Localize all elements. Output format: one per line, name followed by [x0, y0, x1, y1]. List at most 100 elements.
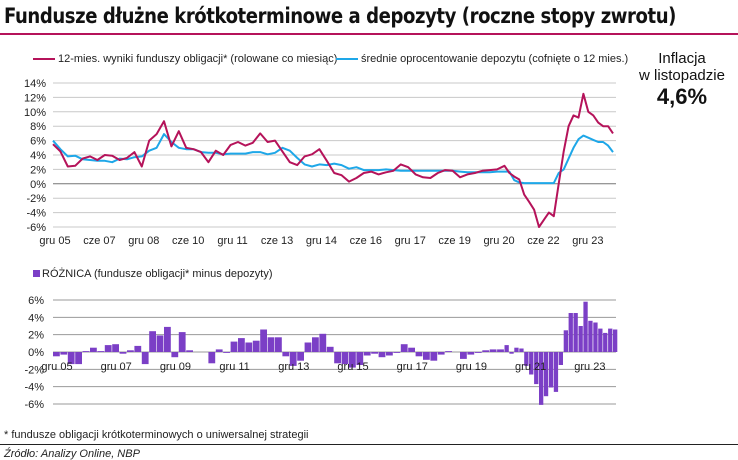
difference-bar	[53, 352, 60, 357]
legend-swatch-bonds	[33, 58, 55, 61]
difference-bar	[519, 348, 524, 352]
legend-item-deposits: średnie oprocentowanie depozytu (cofnięt…	[336, 53, 628, 65]
difference-bar	[238, 338, 245, 352]
footer-divider	[0, 444, 738, 445]
x-tick-label: cze 07	[83, 235, 115, 247]
difference-bar	[548, 352, 554, 388]
difference-bar	[349, 352, 356, 368]
x-tick-label: gru 14	[306, 235, 337, 247]
difference-bar	[252, 340, 260, 352]
legend-label-bonds: 12-mies. wyniki funduszy obligacji* (rol…	[58, 53, 338, 65]
y-tick-label: 0%	[30, 179, 46, 191]
legend-swatch-difference	[33, 270, 40, 277]
x-tick-label: cze 22	[527, 235, 559, 247]
footnote: * fundusze obligacji krótkoterminowych o…	[4, 429, 309, 441]
y-tick-label: 8%	[30, 121, 46, 133]
chart-title: Fundusze dłużne krótkoterminowe a depozy…	[4, 4, 676, 28]
difference-bar	[504, 345, 509, 352]
difference-bar	[260, 329, 267, 352]
difference-bar	[82, 351, 90, 352]
x-tick-label: gru 09	[160, 361, 191, 373]
y-tick-label: -2%	[26, 193, 46, 205]
line-chart: 14% 12% 10% 8% 6% 4% 2% 0% -2% -4% -6%gru 05 cze 07…	[24, 78, 616, 247]
difference-bar	[134, 345, 142, 352]
inflation-label-2: w listopadzie	[639, 67, 725, 84]
difference-bar	[215, 349, 223, 352]
legend-item-difference: RÓŻNICA (fundusze obligacji* minus depoz…	[33, 268, 272, 280]
difference-bar	[497, 349, 504, 352]
y-tick-label: 10%	[24, 107, 46, 119]
x-tick-label: gru 13	[278, 361, 309, 373]
difference-bar	[186, 350, 193, 352]
difference-bar	[543, 352, 549, 397]
y-tick-label: 2%	[28, 330, 44, 342]
difference-bar	[156, 335, 164, 352]
difference-bar	[275, 337, 282, 352]
difference-bar	[524, 352, 529, 366]
difference-bar	[393, 352, 401, 353]
difference-bar	[164, 326, 171, 352]
inflation-box: Inflacja w listopadzie 4,6%	[632, 50, 732, 109]
y-tick-label: -4%	[24, 382, 44, 394]
x-tick-label: gru 11	[219, 361, 249, 373]
difference-bar	[583, 301, 588, 352]
x-tick-label: gru 05	[39, 235, 70, 247]
difference-bar	[289, 352, 297, 366]
series-line-bonds	[52, 92, 614, 228]
x-tick-label: gru 07	[101, 361, 132, 373]
difference-bar	[363, 352, 371, 356]
difference-bar	[467, 352, 475, 355]
x-tick-label: gru 11	[217, 235, 247, 247]
difference-bar	[408, 347, 415, 352]
y-tick-label: 6%	[28, 295, 44, 307]
difference-bar	[319, 333, 327, 352]
difference-bar	[534, 352, 539, 385]
difference-bar	[474, 352, 482, 353]
difference-bar	[482, 350, 490, 352]
inflation-value: 4,6%	[656, 84, 708, 109]
y-tick-label: 14%	[24, 78, 46, 90]
difference-bar	[514, 347, 519, 352]
difference-bar	[415, 352, 423, 357]
bar-chart: 6% 4% 2% 0% -2% -4% -6% gru 05 gru 07 gru 09 gru 1…	[24, 295, 618, 411]
difference-bar	[400, 344, 408, 352]
y-tick-label: -2%	[24, 364, 44, 376]
difference-bar	[509, 352, 514, 354]
difference-bar	[529, 352, 534, 375]
difference-bar	[282, 352, 290, 357]
difference-bar	[573, 313, 578, 352]
difference-bar	[613, 329, 618, 352]
y-tick-label: -6%	[26, 222, 46, 234]
y-tick-label: 12%	[24, 92, 46, 104]
x-tick-label: gru 15	[337, 361, 368, 373]
difference-bar	[608, 328, 613, 352]
difference-bar	[563, 330, 568, 352]
x-tick-label: cze 19	[438, 235, 470, 247]
difference-bar	[267, 337, 275, 352]
y-tick-label: 6%	[30, 136, 46, 148]
difference-bar	[558, 352, 563, 365]
difference-bar	[112, 344, 119, 352]
x-tick-label: gru 23	[574, 361, 605, 373]
difference-bar	[223, 352, 230, 353]
difference-bar	[588, 320, 593, 352]
difference-bar	[297, 352, 304, 361]
difference-bar	[356, 352, 364, 365]
difference-bar	[598, 328, 603, 352]
difference-bar	[119, 352, 127, 354]
difference-bar	[171, 352, 179, 358]
difference-bar	[489, 349, 497, 352]
x-tick-label: gru 17	[397, 361, 428, 373]
source-note: Źródło: Analizy Online, NBP	[4, 448, 140, 460]
difference-bar	[568, 313, 573, 352]
y-tick-label: 0%	[28, 347, 44, 359]
difference-bar	[67, 352, 75, 365]
y-tick-label: 2%	[30, 164, 46, 176]
difference-bar	[593, 322, 598, 352]
difference-bar	[60, 352, 68, 355]
difference-bar	[90, 347, 97, 352]
difference-bar	[208, 352, 216, 364]
difference-bar	[312, 337, 319, 352]
difference-bar	[178, 332, 186, 352]
